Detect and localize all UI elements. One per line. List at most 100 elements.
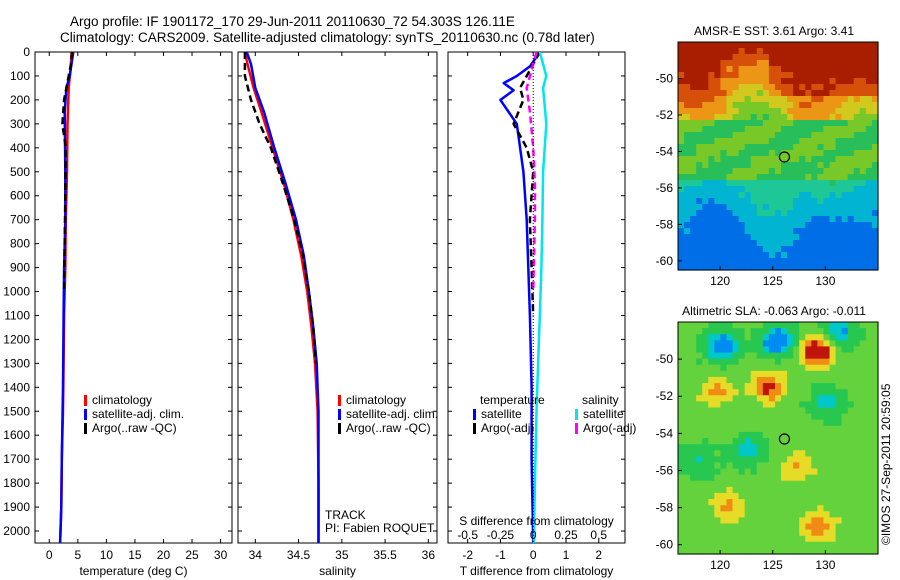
heatmap-cell bbox=[726, 102, 734, 109]
heatmap-cell bbox=[835, 198, 843, 205]
heatmap-cell bbox=[762, 132, 770, 139]
heatmap-cell bbox=[726, 42, 734, 49]
heatmap-cell bbox=[823, 132, 831, 139]
heatmap-cell bbox=[829, 376, 837, 384]
heatmap-cell bbox=[756, 222, 764, 229]
heatmap-cell bbox=[732, 322, 740, 329]
heatmap-cell bbox=[817, 168, 825, 175]
heatmap-cell bbox=[823, 72, 831, 79]
heatmap-cell bbox=[696, 234, 703, 241]
heatmap-cell bbox=[702, 401, 709, 409]
heatmap-cell bbox=[696, 334, 703, 341]
heatmap-cell bbox=[762, 334, 770, 341]
heatmap-cell bbox=[732, 413, 740, 421]
heatmap-cell bbox=[684, 84, 691, 91]
heatmap-cell bbox=[708, 401, 715, 409]
heatmap-cell bbox=[799, 328, 806, 335]
heatmap-cell bbox=[714, 54, 722, 61]
heatmap-cell bbox=[853, 547, 861, 555]
heatmap-cell bbox=[756, 174, 764, 181]
x-axis-label: salinity bbox=[319, 564, 356, 578]
heatmap-cell bbox=[865, 358, 873, 366]
legend-label: climatology bbox=[92, 393, 152, 407]
heatmap-cell bbox=[781, 370, 788, 378]
heatmap-cell bbox=[871, 431, 879, 439]
heatmap-cell bbox=[805, 438, 812, 445]
heatmap-cell bbox=[714, 180, 722, 187]
heatmap-cell bbox=[793, 78, 800, 85]
heatmap-cell bbox=[708, 186, 715, 193]
heatmap-cell bbox=[853, 60, 861, 67]
heatmap-cell bbox=[799, 376, 806, 384]
heatmap-cell bbox=[871, 480, 879, 488]
heatmap-cell bbox=[744, 328, 752, 335]
heatmap-cell bbox=[793, 114, 800, 121]
heatmap-cell bbox=[799, 150, 806, 157]
heatmap-cell bbox=[708, 499, 715, 506]
heatmap-cell bbox=[781, 192, 788, 199]
heatmap-cell bbox=[708, 468, 715, 476]
heatmap-cell bbox=[847, 264, 855, 271]
heatmap-cell bbox=[865, 389, 873, 396]
heatmap-cell bbox=[714, 505, 722, 512]
heatmap-cell bbox=[799, 334, 806, 341]
heatmap-cell bbox=[720, 180, 728, 187]
heatmap-cell bbox=[684, 456, 691, 464]
heatmap-cell bbox=[823, 358, 831, 366]
heatmap-cell bbox=[865, 468, 873, 476]
heatmap-cell bbox=[702, 54, 709, 61]
heatmap-cell bbox=[696, 66, 703, 73]
heatmap-cell bbox=[793, 72, 800, 79]
heatmap-cell bbox=[768, 523, 776, 531]
heatmap-cell bbox=[871, 180, 879, 187]
heatmap-cell bbox=[714, 395, 722, 402]
heatmap-cell bbox=[678, 42, 685, 49]
heatmap-cell bbox=[793, 456, 800, 464]
heatmap-cell bbox=[738, 150, 746, 157]
heatmap-cell bbox=[799, 144, 806, 151]
heatmap-cell bbox=[799, 192, 806, 199]
heatmap-cell bbox=[738, 462, 746, 470]
heatmap-cell bbox=[841, 66, 849, 73]
heatmap-cell bbox=[865, 156, 873, 163]
heatmap-cell bbox=[726, 450, 734, 457]
heatmap-cell bbox=[702, 252, 709, 259]
heatmap-cell bbox=[871, 174, 879, 181]
heatmap-cell bbox=[684, 505, 691, 512]
heatmap-cell bbox=[696, 150, 703, 157]
heatmap-cell bbox=[811, 78, 818, 85]
heatmap-cell bbox=[720, 66, 728, 73]
heatmap-cell bbox=[744, 126, 752, 133]
heatmap-cell bbox=[768, 395, 776, 402]
heatmap-cell bbox=[732, 120, 740, 127]
heatmap-cell bbox=[726, 246, 734, 253]
heatmap-cell bbox=[696, 198, 703, 205]
heatmap-cell bbox=[871, 102, 879, 109]
heatmap-cell bbox=[738, 174, 746, 181]
heatmap-cell bbox=[726, 389, 734, 396]
heatmap-cell bbox=[835, 517, 843, 525]
heatmap-cell bbox=[781, 358, 788, 366]
heatmap-cell bbox=[732, 444, 740, 451]
heatmap-cell bbox=[726, 413, 734, 421]
heatmap-cell bbox=[823, 456, 831, 464]
heatmap-cell bbox=[817, 547, 825, 555]
heatmap-cell bbox=[781, 180, 788, 187]
sst-map-float-marker bbox=[778, 151, 791, 163]
heatmap-cell bbox=[726, 186, 734, 193]
heatmap-cell bbox=[847, 108, 855, 115]
heatmap-cell bbox=[684, 419, 691, 427]
heatmap-cell bbox=[774, 456, 782, 464]
heatmap-cell bbox=[835, 523, 843, 531]
heatmap-cell bbox=[678, 334, 685, 341]
heatmap-cell bbox=[690, 492, 697, 500]
heatmap-cell bbox=[720, 96, 728, 103]
heatmap-cell bbox=[774, 395, 782, 402]
heatmap-cell bbox=[774, 252, 782, 259]
heatmap-cell bbox=[817, 258, 825, 265]
heatmap-cell bbox=[738, 228, 746, 235]
heatmap-cell bbox=[768, 186, 776, 193]
heatmap-cell bbox=[781, 547, 788, 555]
legend-label: Argo(-adj) bbox=[481, 421, 534, 435]
heatmap-cell bbox=[768, 156, 776, 163]
